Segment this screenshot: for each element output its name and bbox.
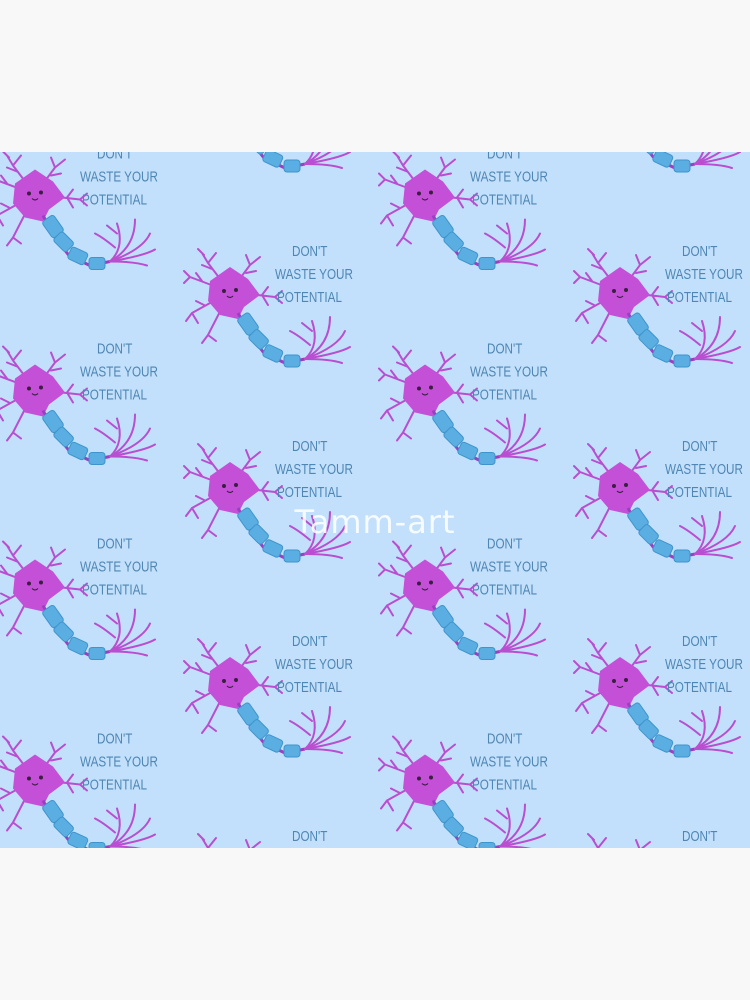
slogan-line: WASTE YOUR xyxy=(470,168,548,185)
slogan-line: DON'T xyxy=(682,828,717,845)
slogan-line: DON'T xyxy=(97,535,132,552)
slogan-line: POTENTIAL xyxy=(472,581,537,598)
neuron-tile: DON'T WASTE YOUR POTENTIAL xyxy=(377,730,548,848)
slogan-line: WASTE YOUR xyxy=(470,558,548,575)
slogan-line: WASTE YOUR xyxy=(665,656,743,673)
slogan-line: DON'T xyxy=(292,438,327,455)
watermark: Tamm-art xyxy=(294,503,456,541)
slogan-line: WASTE YOUR xyxy=(470,363,548,380)
neuron-tile: DON'T WASTE YOUR POTENTIAL xyxy=(182,438,353,564)
neuron-tile: DON'T WASTE YOUR POTENTIAL xyxy=(0,730,158,848)
slogan-line: WASTE YOUR xyxy=(80,753,158,770)
slogan-line: DON'T xyxy=(97,152,132,162)
slogan-line: DON'T xyxy=(487,340,522,357)
neuron-tile: DON'T WASTE YOUR POTENTIAL xyxy=(0,152,158,271)
slogan-line: DON'T xyxy=(487,152,522,162)
slogan-line: POTENTIAL xyxy=(82,776,147,793)
slogan-line: POTENTIAL xyxy=(472,776,537,793)
slogan-line: POTENTIAL xyxy=(667,679,732,696)
slogan-line: DON'T xyxy=(292,243,327,260)
slogan-line: POTENTIAL xyxy=(667,484,732,501)
slogan-line: WASTE YOUR xyxy=(665,266,743,283)
neuron-pattern: DON'T WASTE YOUR POTENTIAL DON'T WASTE YOUR P… xyxy=(0,152,750,848)
slogan-line: POTENTIAL xyxy=(277,679,342,696)
neuron-tile: DON'T WASTE YOUR POTENTIAL xyxy=(377,152,548,271)
slogan-line: POTENTIAL xyxy=(82,191,147,208)
slogan-line: WASTE YOUR xyxy=(80,363,158,380)
neuron-tile: DON'T WASTE YOUR POTENTIAL xyxy=(377,535,548,661)
slogan-line: WASTE YOUR xyxy=(275,656,353,673)
slogan-line: DON'T xyxy=(487,730,522,747)
slogan-line: WASTE YOUR xyxy=(470,753,548,770)
slogan-line: WASTE YOUR xyxy=(80,168,158,185)
slogan-line: POTENTIAL xyxy=(277,484,342,501)
neuron-tile: DON'T WASTE YOUR POTENTIAL xyxy=(572,438,743,564)
neuron-tile: DON'T WASTE YOUR POTENTIAL xyxy=(0,535,158,661)
slogan-line: POTENTIAL xyxy=(277,289,342,306)
neuron-tile: DON'T WASTE YOUR POTENTIAL xyxy=(182,243,353,369)
slogan-line: DON'T xyxy=(487,535,522,552)
slogan-line: WASTE YOUR xyxy=(275,266,353,283)
slogan-line: DON'T xyxy=(292,828,327,845)
neuron-tile: DON'T WASTE YOUR POTENTIAL xyxy=(377,340,548,466)
pattern-fabric: DON'T WASTE YOUR POTENTIAL DON'T WASTE YOUR P… xyxy=(0,152,750,848)
neuron-tile: DON'T WASTE YOUR POTENTIAL xyxy=(572,243,743,369)
slogan-line: POTENTIAL xyxy=(82,386,147,403)
slogan-line: POTENTIAL xyxy=(472,191,537,208)
slogan-line: DON'T xyxy=(682,633,717,650)
slogan-line: DON'T xyxy=(682,438,717,455)
slogan-line: WASTE YOUR xyxy=(80,558,158,575)
slogan-line: POTENTIAL xyxy=(667,289,732,306)
neuron-tile: DON'T WASTE YOUR POTENTIAL xyxy=(0,340,158,466)
slogan-line: DON'T xyxy=(97,340,132,357)
slogan-line: DON'T xyxy=(682,243,717,260)
neuron-tile: DON'T WASTE YOUR POTENTIAL xyxy=(572,633,743,759)
slogan-line: DON'T xyxy=(292,633,327,650)
slogan-line: WASTE YOUR xyxy=(665,461,743,478)
slogan-line: WASTE YOUR xyxy=(275,461,353,478)
neuron-tile: DON'T WASTE YOUR POTENTIAL xyxy=(182,633,353,759)
slogan-line: POTENTIAL xyxy=(472,386,537,403)
slogan-line: DON'T xyxy=(97,730,132,747)
slogan-line: POTENTIAL xyxy=(82,581,147,598)
